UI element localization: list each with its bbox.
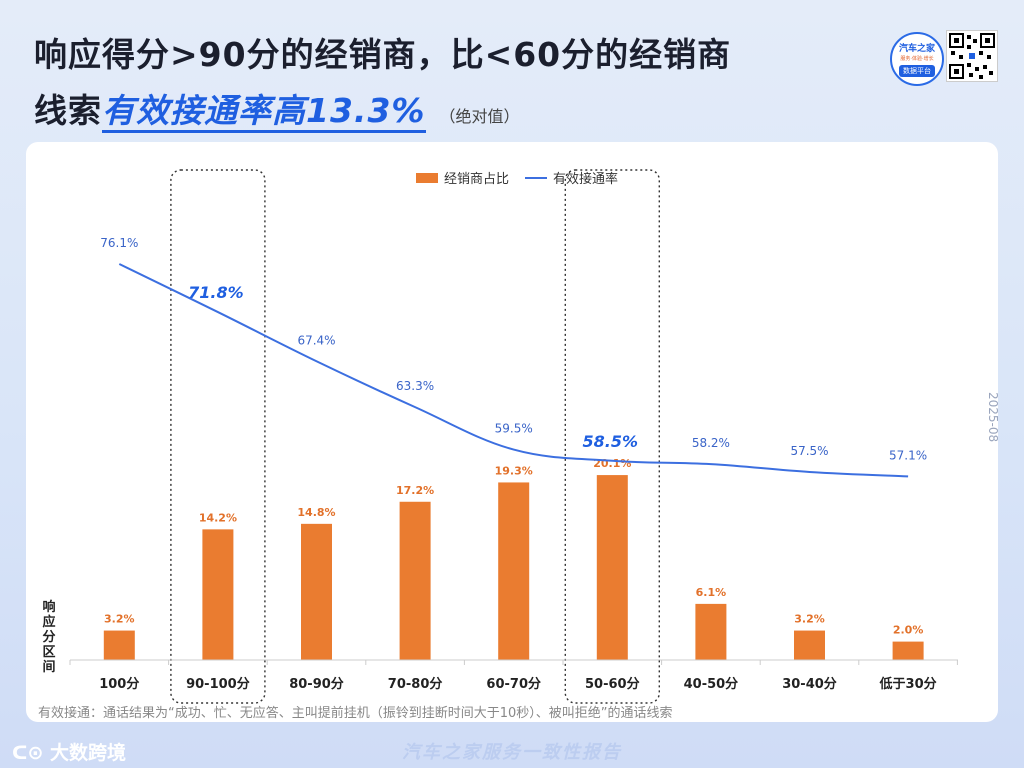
x-tick-label: 70-80分 xyxy=(388,676,443,692)
x-tick-label: 100分 xyxy=(99,676,139,692)
legend-label-line: 有效接通率 xyxy=(553,172,619,187)
report-name: 汽车之家服务一致性报告 xyxy=(402,742,622,763)
line-data-label: 63.3% xyxy=(396,379,434,393)
bar-data-label: 17.2% xyxy=(396,484,434,497)
bar xyxy=(301,523,332,660)
line-data-label: 59.5% xyxy=(495,422,533,436)
axis-title: 响应分区间 xyxy=(42,600,56,675)
qr-code-icon xyxy=(946,30,998,82)
x-tick-label: 50-60分 xyxy=(585,676,640,692)
brand-name: 大数跨境 xyxy=(50,742,127,764)
bar-data-label: 19.3% xyxy=(495,464,533,477)
bar xyxy=(695,603,727,660)
date-stamp: 2025-08 xyxy=(986,392,1000,443)
x-tick-label: 60-70分 xyxy=(486,676,541,692)
bar xyxy=(498,482,530,660)
brand-logo-icon: ᑕ⊙ xyxy=(12,742,44,764)
x-tick-label: 40-50分 xyxy=(684,676,739,692)
line-data-label: 67.4% xyxy=(297,333,335,347)
brand-watermark: ᑕ⊙ 大数跨境 xyxy=(12,738,126,765)
footnote: 有效接通：通话结果为“成功、忙、无应答、主叫提前挂机（振铃到挂断时间大于10秒）… xyxy=(38,706,673,721)
highlight-box xyxy=(564,169,660,704)
bar-data-label: 14.2% xyxy=(199,511,237,524)
bar xyxy=(202,529,234,660)
line-data-label: 76.1% xyxy=(100,236,138,250)
legend-label-bar: 经销商占比 xyxy=(444,172,510,187)
bar-data-label: 2.0% xyxy=(893,624,924,637)
bar xyxy=(103,630,135,660)
title-note: （绝对值） xyxy=(439,107,520,126)
rate-series-line xyxy=(118,263,909,478)
line-data-label: 58.2% xyxy=(692,436,730,450)
line-data-label: 57.5% xyxy=(790,444,828,458)
bar xyxy=(399,501,431,660)
x-tick-label: 80-90分 xyxy=(289,676,344,692)
bar-data-label: 6.1% xyxy=(696,586,727,599)
line-data-label: 57.1% xyxy=(889,448,927,462)
title-highlight: 有效接通率高13.3% xyxy=(102,91,426,133)
highlight-box xyxy=(170,169,266,704)
chart-legend: 经销商占比 有效接通率 xyxy=(416,168,618,187)
line-highlight-label: 58.5% xyxy=(583,432,639,451)
bar-data-label: 14.8% xyxy=(297,506,335,519)
x-tick-label: 低于30分 xyxy=(879,676,937,692)
page-title-line2: 线索有效接通率高13.3% （绝对值） xyxy=(34,84,520,133)
line-highlight-label: 71.8% xyxy=(188,283,244,302)
bar-data-label: 3.2% xyxy=(104,613,135,626)
legend-swatch-bar xyxy=(416,172,438,183)
x-tick-label: 30-40分 xyxy=(782,676,837,692)
logo-sub: 数据平台 xyxy=(899,65,935,77)
title-prefix: 线索 xyxy=(34,91,102,130)
bar xyxy=(892,641,924,660)
bar xyxy=(794,630,825,660)
logo-name: 汽车之家 xyxy=(898,44,935,54)
bar xyxy=(596,475,628,660)
page-title-line1: 响应得分>90分的经销商，比<60分的经销商 xyxy=(34,35,732,74)
x-tick-label: 90-100分 xyxy=(186,676,250,692)
logo-tagline: 服务·体验·增长 xyxy=(900,56,934,62)
legend-swatch-line xyxy=(525,176,548,179)
autohome-logo: 汽车之家 服务·体验·增长 数据平台 xyxy=(890,32,944,86)
bar-data-label: 3.2% xyxy=(794,613,825,626)
